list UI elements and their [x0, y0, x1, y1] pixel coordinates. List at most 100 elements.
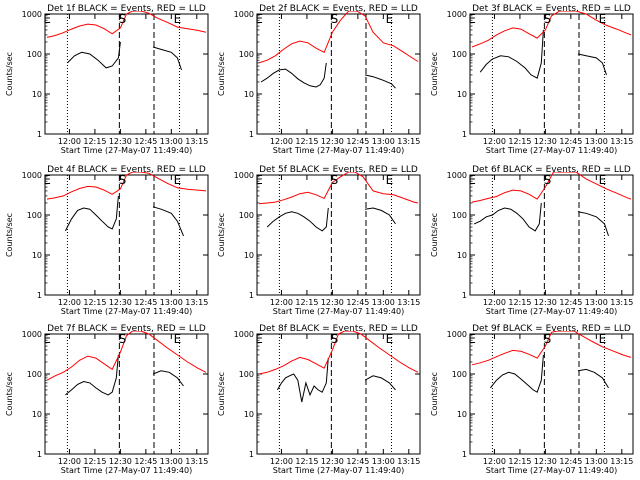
y-tick-label: 1	[249, 291, 254, 300]
x-tick-label: 12:15	[295, 457, 318, 466]
x-tick-label: 13:15	[397, 137, 420, 146]
y-tick-label: 100	[239, 50, 254, 59]
y-tick-label: 100	[452, 50, 467, 59]
x-tick-label: 12:45	[559, 298, 582, 307]
y-tick-label: 1000	[447, 330, 467, 339]
y-axis-label: Counts/sec	[5, 372, 14, 416]
events-series-line	[152, 46, 182, 71]
x-tick-label: 12:45	[559, 137, 582, 146]
interval-marker-label: S	[544, 332, 552, 346]
detector-panel-4: Det 4f BLACK = Events, RED = LLD 1 10 100 10…	[5, 165, 209, 316]
x-tick-label: 12:00	[270, 137, 293, 146]
x-tick-label: 12:45	[559, 457, 582, 466]
events-series-line	[65, 354, 119, 396]
x-axis-label: Start Time (27-May-07 11:49:40)	[273, 146, 404, 155]
interval-marker-label: E	[599, 173, 607, 187]
x-tick-label: 12:45	[134, 457, 157, 466]
events-series-line	[364, 74, 396, 89]
lld-series-line	[258, 11, 419, 64]
interval-marker-label: E	[43, 12, 51, 26]
x-axis-label: Start Time (27-May-07 11:49:40)	[273, 307, 404, 316]
x-tick-label: 13:15	[185, 457, 208, 466]
x-tick-label: 12:00	[270, 457, 293, 466]
x-tick-label: 12:15	[83, 457, 106, 466]
plot-frame	[256, 174, 421, 296]
x-tick-label: 12:00	[58, 298, 81, 307]
x-axis-label: Start Time (27-May-07 11:49:40)	[61, 146, 192, 155]
detector-panel-7: Det 7f BLACK = Events, RED = LLD 1 10 100 10…	[5, 324, 209, 475]
y-tick-label: 1	[249, 130, 254, 139]
lld-series-line	[46, 172, 207, 200]
y-tick-label: 10	[32, 251, 42, 260]
plot-frame	[256, 13, 421, 135]
interval-marker-label: E	[255, 332, 263, 346]
interval-marker-label: S	[331, 332, 339, 346]
events-series-line	[364, 207, 396, 225]
events-series-line	[260, 62, 327, 88]
x-axis-label: Start Time (27-May-07 11:49:40)	[486, 307, 617, 316]
interval-marker-label: E	[174, 173, 182, 187]
detector-panel-2: Det 2f BLACK = Events, RED = LLD 1 10 100 10…	[217, 4, 421, 155]
interval-marker-label: E	[386, 173, 394, 187]
events-series-line	[577, 53, 607, 76]
x-tick-label: 12:30	[109, 298, 132, 307]
plot-frame	[256, 333, 421, 455]
interval-marker-label: E	[255, 12, 263, 26]
interval-marker-label: E	[468, 332, 476, 346]
interval-marker-label: S	[331, 12, 339, 26]
events-series-line	[67, 41, 121, 69]
panel-title: Det 7f BLACK = Events, RED = LLD	[47, 324, 206, 334]
interval-marker-label: E	[255, 173, 263, 187]
y-axis-label: Counts/sec	[430, 213, 439, 257]
interval-marker-label: S	[544, 173, 552, 187]
y-tick-label: 1000	[22, 171, 42, 180]
lld-series-line	[258, 172, 419, 205]
interval-marker-label: E	[599, 332, 607, 346]
y-tick-label: 1000	[234, 10, 254, 19]
events-series-line	[364, 375, 396, 391]
x-tick-label: 13:15	[610, 457, 633, 466]
x-tick-label: 12:30	[321, 298, 344, 307]
interval-marker-label: S	[119, 332, 127, 346]
x-tick-label: 12:00	[58, 457, 81, 466]
x-tick-label: 12:45	[134, 298, 157, 307]
detector-panel-6: Det 6f BLACK = Events, RED = LLD 1 10 100 10…	[430, 165, 634, 316]
panel-title: Det 6f BLACK = Events, RED = LLD	[472, 165, 631, 175]
events-series-line	[266, 207, 329, 232]
x-tick-label: 13:00	[372, 298, 395, 307]
y-tick-label: 10	[32, 410, 42, 419]
x-tick-label: 13:00	[160, 457, 183, 466]
interval-marker-label: E	[468, 173, 476, 187]
x-tick-label: 12:45	[134, 137, 157, 146]
y-tick-label: 1	[249, 450, 254, 459]
panel-title: Det 9f BLACK = Events, RED = LLD	[472, 324, 631, 334]
x-tick-label: 13:15	[397, 298, 420, 307]
y-tick-label: 100	[452, 211, 467, 220]
x-tick-label: 12:00	[483, 298, 506, 307]
y-tick-label: 1000	[234, 330, 254, 339]
y-tick-label: 10	[457, 410, 467, 419]
plot-frame	[469, 13, 634, 135]
y-tick-label: 1	[462, 130, 467, 139]
x-tick-label: 13:00	[585, 457, 608, 466]
x-tick-label: 13:00	[372, 457, 395, 466]
events-series-line	[152, 370, 184, 387]
interval-marker-label: E	[599, 12, 607, 26]
x-tick-label: 12:15	[508, 457, 531, 466]
events-series-line	[490, 354, 544, 393]
y-axis-label: Counts/sec	[217, 213, 226, 257]
detector-panel-1: Det 1f BLACK = Events, RED = LLD 1 10 100 10…	[5, 4, 209, 155]
detector-panel-9: Det 9f BLACK = Events, RED = LLD 1 10 100 10…	[430, 324, 634, 475]
y-tick-label: 100	[27, 211, 42, 220]
interval-marker-label: E	[43, 332, 51, 346]
x-tick-label: 12:30	[534, 298, 557, 307]
x-tick-label: 13:00	[585, 298, 608, 307]
plot-frame	[44, 333, 209, 455]
lld-series-line	[471, 331, 632, 366]
y-tick-label: 1	[37, 130, 42, 139]
y-tick-label: 1	[37, 291, 42, 300]
y-tick-label: 100	[239, 370, 254, 379]
panel-title: Det 1f BLACK = Events, RED = LLD	[47, 4, 206, 14]
y-tick-label: 1	[462, 450, 467, 459]
y-tick-label: 10	[457, 251, 467, 260]
